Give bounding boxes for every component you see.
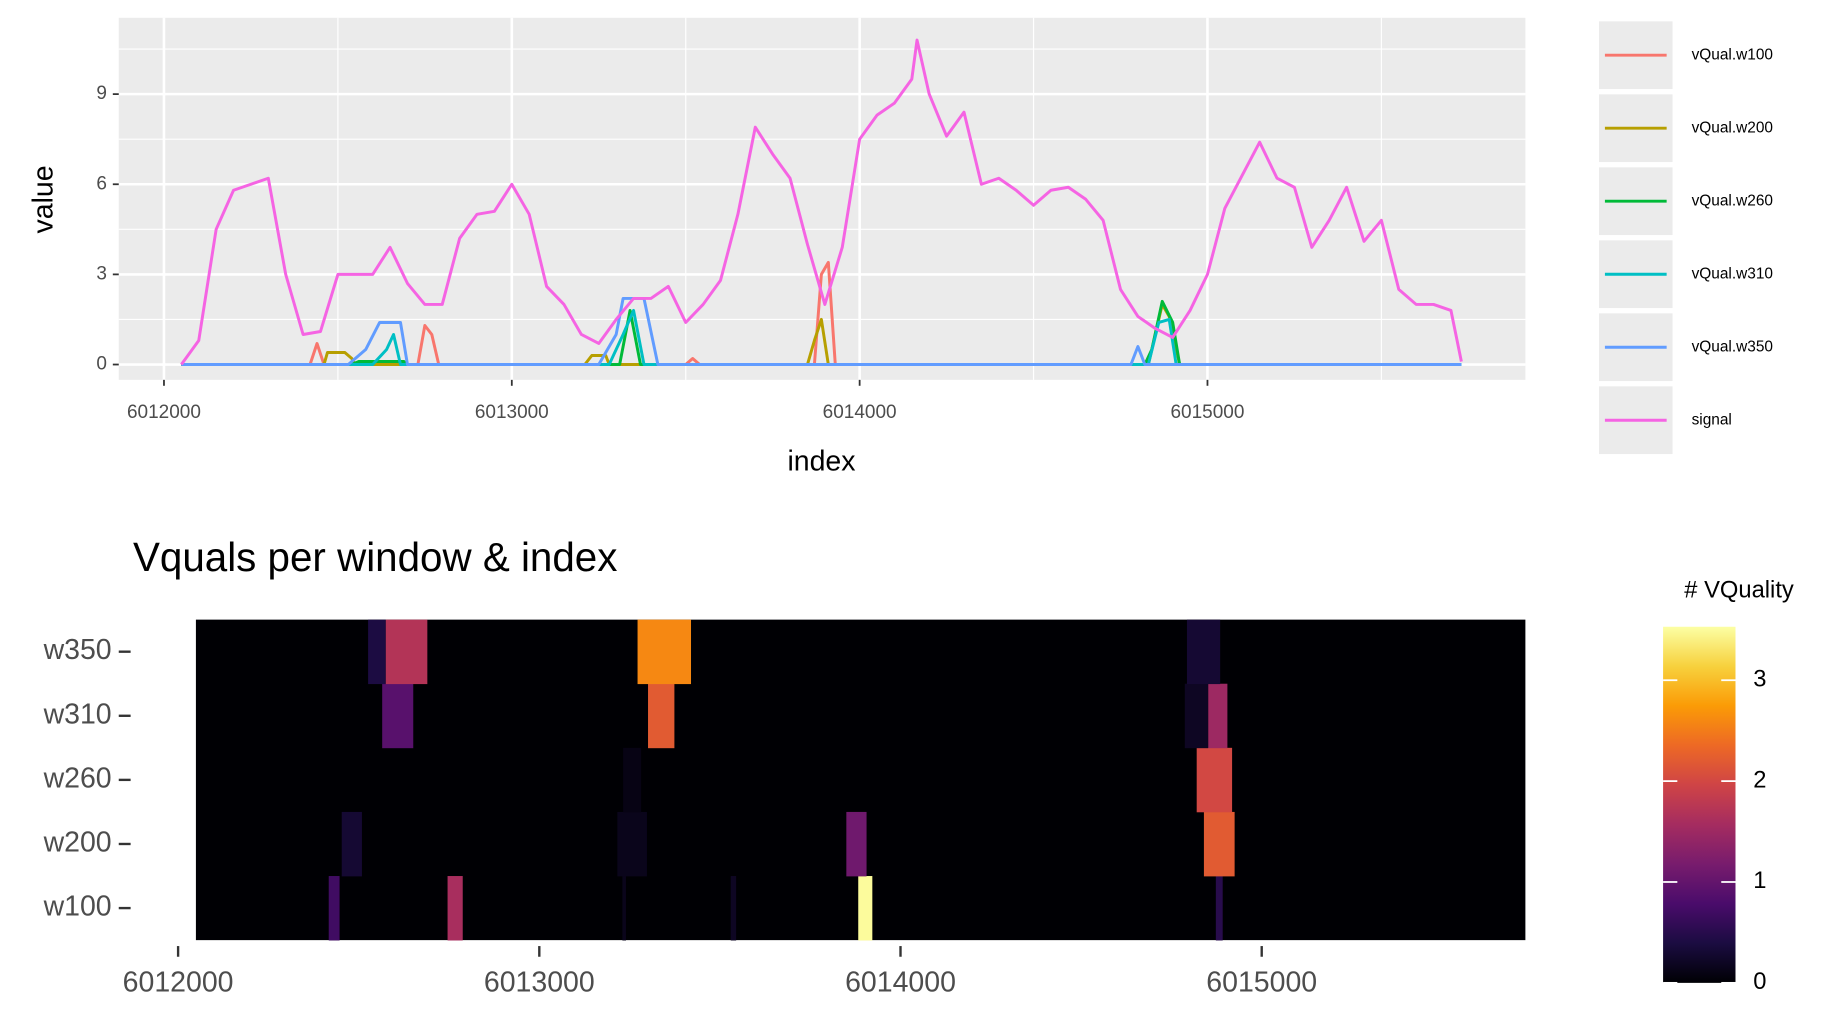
heat-tile — [1203, 811, 1235, 877]
legend-label: vQual.w260 — [1692, 192, 1773, 209]
x-tick-label: 6015000 — [1171, 402, 1245, 423]
heat-tile — [730, 876, 737, 941]
x-tick-label: 6013000 — [484, 967, 595, 999]
heat-tile — [1208, 683, 1228, 749]
heat-tile — [1184, 683, 1209, 749]
line-series — [180, 38, 1463, 366]
colorbar-label: 2 — [1753, 767, 1766, 793]
heat-tile — [1186, 619, 1221, 685]
y-tick-label: w260 — [43, 762, 112, 794]
heat-tile — [622, 876, 626, 941]
y-tick-label: w350 — [43, 634, 112, 666]
x-tick-label: 6012000 — [127, 402, 201, 423]
x-tick-label: 6014000 — [823, 402, 897, 423]
heat-tile — [368, 619, 386, 685]
y-tick-label: 3 — [96, 263, 107, 284]
heat-tile — [341, 811, 362, 877]
heat-tile — [623, 747, 642, 813]
heat-tile — [1215, 876, 1223, 941]
colorbar — [1663, 626, 1736, 983]
heat-tile — [617, 811, 647, 877]
heatmap-title: Vquals per window & index — [133, 534, 617, 580]
colorbar-label: 1 — [1753, 868, 1766, 894]
heat-tile — [637, 619, 692, 685]
heat-tile — [858, 876, 873, 941]
legend-label: vQual.w200 — [1692, 119, 1773, 136]
line-series — [181, 296, 1462, 367]
legend-label: signal — [1692, 411, 1732, 428]
y-tick-label: w100 — [43, 891, 112, 923]
line-series — [181, 308, 1462, 367]
colorbar-title: # VQuality — [1684, 577, 1794, 603]
x-tick-label: 6015000 — [1206, 967, 1317, 999]
legend-label: vQual.w350 — [1692, 338, 1773, 355]
heat-tile — [648, 683, 675, 749]
y-axis-title: value — [28, 165, 60, 233]
y-tick-label: 6 — [96, 173, 107, 194]
heat-tile — [328, 876, 340, 941]
legend-label: vQual.w310 — [1692, 265, 1773, 282]
colorbar-label: 3 — [1753, 666, 1766, 692]
x-tick-label: 6014000 — [845, 967, 956, 999]
heat-tile — [1196, 747, 1233, 813]
heat-tile — [382, 683, 414, 749]
y-tick-label: 0 — [96, 354, 107, 375]
heat-tile — [385, 619, 428, 685]
heat-tile — [447, 876, 463, 941]
y-tick-label: w200 — [43, 826, 112, 858]
legend-label: vQual.w100 — [1692, 46, 1773, 63]
x-tick-label: 6012000 — [123, 967, 234, 999]
line-series — [181, 299, 1462, 367]
y-tick-label: 9 — [96, 83, 107, 104]
y-tick-label: w310 — [43, 698, 112, 730]
x-tick-label: 6013000 — [475, 402, 549, 423]
x-axis-title: index — [787, 445, 855, 477]
heat-tile — [846, 811, 867, 877]
colorbar-label: 0 — [1753, 969, 1766, 995]
